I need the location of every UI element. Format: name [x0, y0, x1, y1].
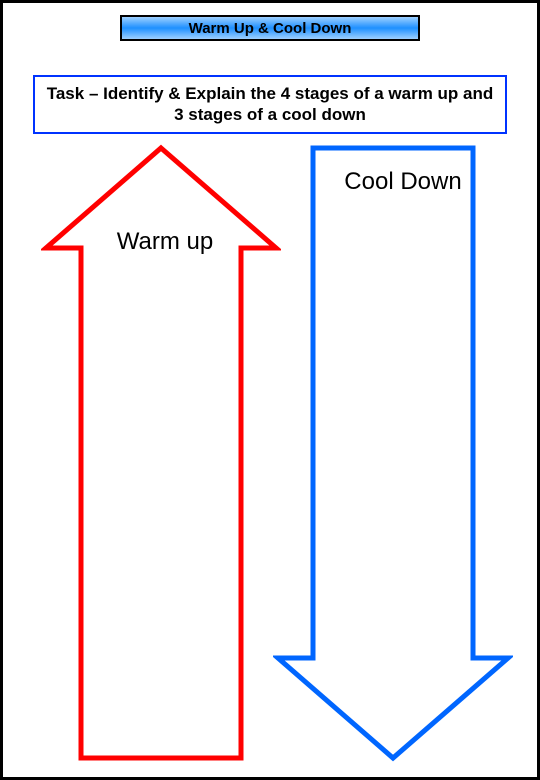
warm-up-label: Warm up — [75, 228, 255, 256]
title-banner: Warm Up & Cool Down — [120, 15, 420, 41]
cool-down-label: Cool Down — [313, 168, 493, 196]
cool-down-arrow — [273, 143, 513, 763]
title-text: Warm Up & Cool Down — [189, 20, 352, 37]
task-text: Task – Identify & Explain the 4 stages o… — [47, 84, 494, 124]
arrows-container: Warm up Cool Down — [3, 143, 537, 767]
cool-down-label-text: Cool Down — [344, 168, 461, 195]
worksheet-page: Warm Up & Cool Down Task – Identify & Ex… — [0, 0, 540, 780]
warm-up-label-text: Warm up — [117, 228, 213, 255]
task-instruction-box: Task – Identify & Explain the 4 stages o… — [33, 75, 507, 134]
